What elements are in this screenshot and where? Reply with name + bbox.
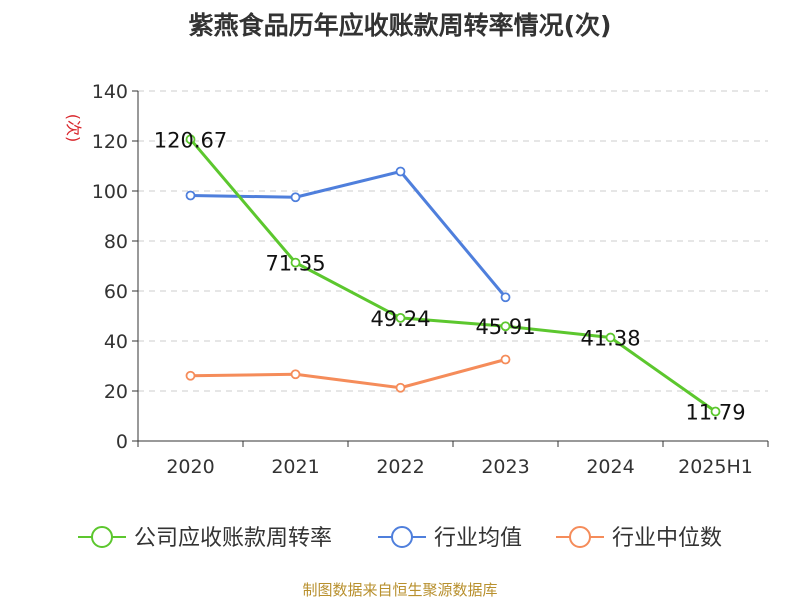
x-tick-label: 2020 — [166, 456, 214, 478]
series-line — [190, 358, 506, 390]
x-tick-label: 2022 — [376, 456, 424, 478]
series-line — [189, 138, 717, 413]
y-tick-label: 20 — [104, 381, 128, 403]
data-point — [185, 370, 196, 381]
data-label: 71.35 — [265, 252, 325, 276]
data-point — [395, 382, 406, 393]
y-tick-label: 140 — [92, 81, 128, 103]
data-point — [185, 134, 196, 145]
data-label: 49.24 — [370, 307, 430, 331]
data-point — [185, 190, 196, 201]
y-tick-label: 80 — [104, 231, 128, 253]
y-tick-label: 40 — [104, 331, 128, 353]
legend: 公司应收账款周转率 行业均值 行业中位数 — [78, 526, 722, 551]
data-label: 41.38 — [580, 327, 640, 351]
legend-label: 行业中位数 — [612, 526, 722, 551]
source-note: 制图数据来自恒生聚源数据库 — [302, 581, 498, 599]
y-tick-label: 60 — [104, 281, 128, 303]
data-point — [290, 192, 301, 203]
data-point — [290, 257, 301, 268]
x-tick-label: 2024 — [586, 456, 634, 478]
data-point — [500, 354, 511, 365]
y-tick-label: 120 — [92, 131, 128, 153]
legend-marker — [391, 526, 413, 548]
data-point — [710, 406, 721, 417]
data-point — [395, 312, 406, 323]
data-point — [290, 369, 301, 380]
data-label: 120.67 — [154, 128, 227, 152]
data-point — [605, 332, 616, 343]
x-tick-label: 2023 — [481, 456, 529, 478]
data-label: 11.79 — [685, 401, 745, 425]
data-point — [500, 292, 511, 303]
legend-marker — [569, 526, 591, 548]
legend-marker — [91, 526, 113, 548]
y-tick-label: 0 — [116, 431, 128, 453]
data-point — [500, 321, 511, 332]
series-line — [190, 170, 507, 299]
y-axis-label: (次) — [64, 114, 83, 143]
legend-label: 行业均值 — [434, 526, 522, 551]
axes: 0 20 40 60 80 100 120 140 (次) 2020 2021 2022 2023 202… — [64, 81, 769, 478]
x-tick-label: 2021 — [271, 456, 319, 478]
series-lines — [185, 134, 721, 417]
y-tick-label: 100 — [92, 181, 128, 203]
data-labels: 120.67 71.35 49.24 45.91 41.38 11.79 — [154, 128, 746, 424]
x-tick-label: 2025H1 — [678, 456, 753, 478]
legend-label: 公司应收账款周转率 — [134, 526, 332, 551]
chart-title: 紫燕食品历年应收账款周转率情况(次) — [188, 11, 612, 40]
grid-lines — [138, 90, 768, 392]
data-label: 45.91 — [475, 315, 535, 339]
data-point — [395, 166, 406, 177]
